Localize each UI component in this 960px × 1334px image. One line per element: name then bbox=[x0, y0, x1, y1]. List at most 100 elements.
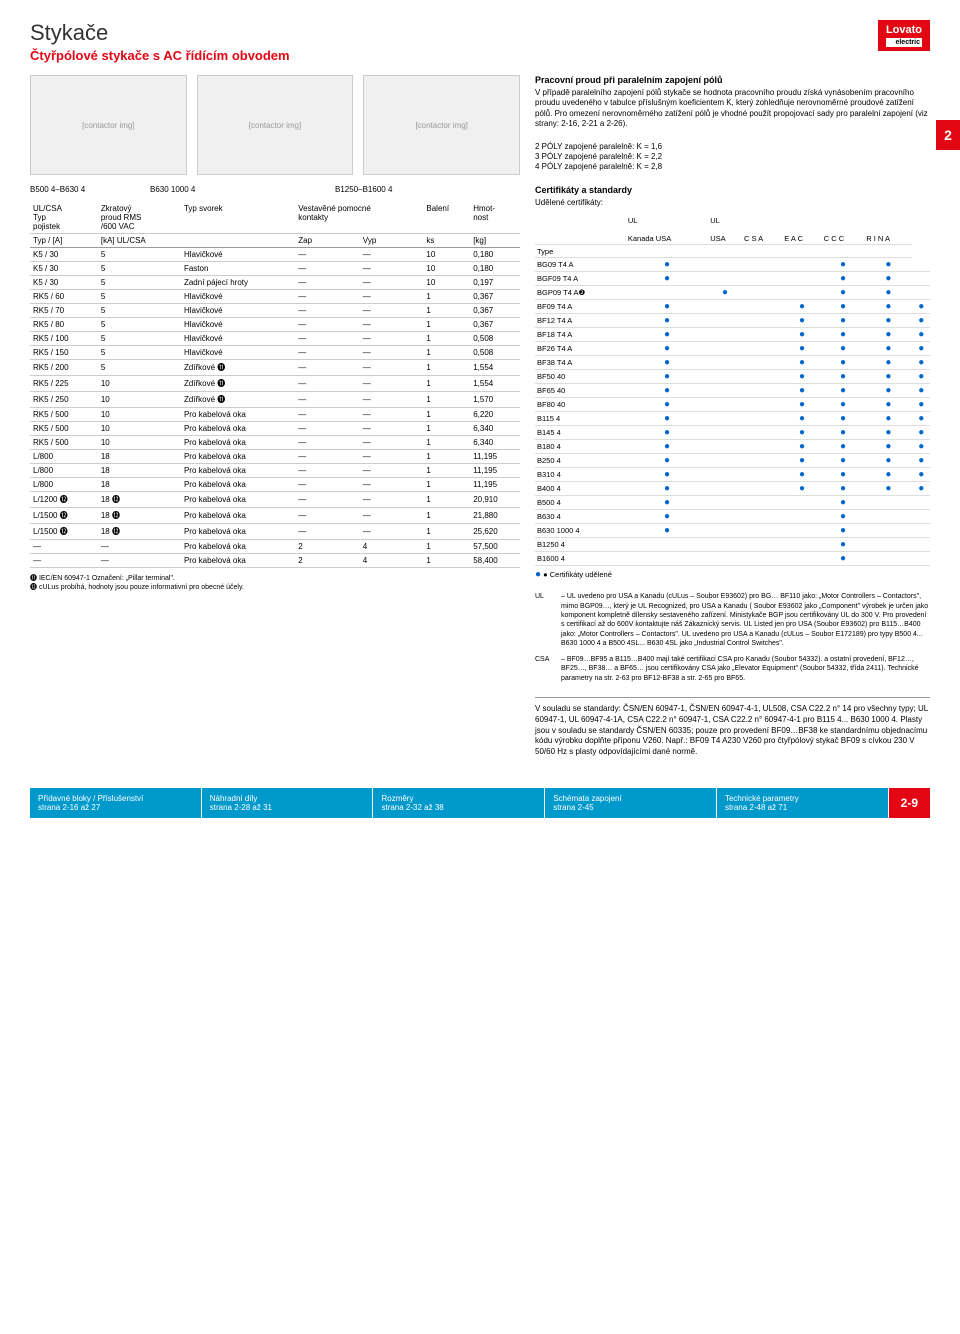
nav-item-tech[interactable]: Technické parametrystrana 2-48 až 71 bbox=[717, 788, 889, 818]
cert-dot-cell bbox=[708, 454, 742, 468]
table-cell: 0,508 bbox=[470, 346, 520, 360]
nav-item-dimensions[interactable]: Rozměrystrana 2-32 až 38 bbox=[373, 788, 545, 818]
cert-dot-cell bbox=[912, 524, 930, 538]
cert-dot-cell bbox=[708, 482, 742, 496]
table-cell: — bbox=[360, 408, 424, 422]
table-cell: — bbox=[295, 524, 360, 540]
cert-dot-cell bbox=[708, 314, 742, 328]
table-cell: 1 bbox=[423, 360, 470, 376]
cert-row: B115 4●●●●● bbox=[535, 412, 930, 426]
table-cell: RK5 / 500 bbox=[30, 422, 98, 436]
table-cell: 1,554 bbox=[470, 360, 520, 376]
cert-dot-cell: ● bbox=[822, 426, 864, 440]
cert-dot-cell bbox=[864, 552, 912, 566]
table-cell: — bbox=[360, 524, 424, 540]
table-cell: 6,340 bbox=[470, 436, 520, 450]
cert-dot-cell: ● bbox=[864, 328, 912, 342]
table-row: K5 / 305Zadní pájecí hroty——100,197 bbox=[30, 276, 520, 290]
poles-line-2: 3 PÓLY zapojené paralelně: K = 2,2 bbox=[535, 152, 930, 162]
poles-line-1: 2 PÓLY zapojené paralelně: K = 1,6 bbox=[535, 142, 930, 152]
cert-dot-cell bbox=[708, 510, 742, 524]
table-cell: L/1200 ⓬ bbox=[30, 492, 98, 508]
cert-dot-cell: ● bbox=[782, 342, 822, 356]
cert-col-ul1: ULKanada USA bbox=[626, 214, 708, 245]
page-subtitle: Čtyřpólové stykače s AC řídícím obvodem bbox=[30, 48, 290, 63]
ul-note-text: – UL uvedeno pro USA a Kanadu (cULus – S… bbox=[561, 592, 930, 649]
cert-row: B180 4●●●●● bbox=[535, 440, 930, 454]
cert-dot-cell: ● bbox=[864, 342, 912, 356]
cert-dot-cell bbox=[742, 440, 782, 454]
standards-box: V souladu se standardy: ČSN/EN 60947-1, … bbox=[535, 697, 930, 758]
nav-item-accessories[interactable]: Přídavné bloky / Příslušenstvístrana 2-1… bbox=[30, 788, 202, 818]
table-cell: Pro kabelová oka bbox=[181, 508, 295, 524]
cert-dot-cell: ● bbox=[822, 440, 864, 454]
cert-dot-cell: ● bbox=[626, 412, 708, 426]
table-cell: 5 bbox=[98, 290, 181, 304]
table-cell: 5 bbox=[98, 276, 181, 290]
cert-dot-cell: ● bbox=[782, 398, 822, 412]
table-row: K5 / 305Hlavičkové——100,180 bbox=[30, 248, 520, 262]
cert-dot-cell: ● bbox=[912, 454, 930, 468]
cert-table: ULKanada USA ULUSA C S A E A C C C C R I… bbox=[535, 214, 930, 566]
cert-dot-cell bbox=[708, 468, 742, 482]
table-cell: 10 bbox=[98, 436, 181, 450]
table-row: L/80018Pro kabelová oka——111,195 bbox=[30, 450, 520, 464]
table-cell: — bbox=[295, 304, 360, 318]
cert-notes: UL – UL uvedeno pro USA a Kanadu (cULus … bbox=[535, 592, 930, 683]
nav-item-wiring[interactable]: Schémata zapojenístrana 2-45 bbox=[545, 788, 717, 818]
cert-dot-cell bbox=[742, 412, 782, 426]
table-cell: — bbox=[295, 346, 360, 360]
table-cell: 4 bbox=[360, 554, 424, 568]
cert-dot-cell bbox=[742, 272, 782, 286]
table-cell: — bbox=[360, 478, 424, 492]
table-cell: Hlavičkové bbox=[181, 318, 295, 332]
cert-row: B630 4●● bbox=[535, 510, 930, 524]
table-cell: Hlavičkové bbox=[181, 248, 295, 262]
cert-dot-cell bbox=[782, 552, 822, 566]
cert-dot-cell: ● bbox=[864, 286, 912, 300]
cert-dot-cell: ● bbox=[912, 482, 930, 496]
table-cell: L/800 bbox=[30, 450, 98, 464]
cert-type-cell: BF09 T4 A bbox=[535, 300, 626, 314]
cert-dot-cell: ● bbox=[626, 384, 708, 398]
table-cell: L/1500 ⓬ bbox=[30, 524, 98, 540]
nav-item-spare[interactable]: Náhradní dílystrana 2-28 až 31 bbox=[202, 788, 374, 818]
cert-dot-cell: ● bbox=[822, 258, 864, 272]
cert-dot-cell: ● bbox=[864, 314, 912, 328]
cert-dot-cell: ● bbox=[822, 370, 864, 384]
table-cell: Pro kabelová oka bbox=[181, 492, 295, 508]
table-cell: — bbox=[295, 262, 360, 276]
cert-row: B400 4●●●●● bbox=[535, 482, 930, 496]
cert-dot-cell bbox=[742, 426, 782, 440]
cert-type-cell: BGF09 T4 A bbox=[535, 272, 626, 286]
cert-row: BG09 T4 A●●● bbox=[535, 258, 930, 272]
cert-dot-cell: ● bbox=[912, 426, 930, 440]
cert-dot-cell bbox=[708, 398, 742, 412]
table-row: RK5 / 50010Pro kabelová oka——16,220 bbox=[30, 408, 520, 422]
table-cell: — bbox=[295, 492, 360, 508]
table-cell: — bbox=[360, 276, 424, 290]
table-cell: — bbox=[295, 464, 360, 478]
cert-dot-cell: ● bbox=[626, 328, 708, 342]
brand-logo: Lovato electric bbox=[878, 20, 930, 51]
table-row: RK5 / 25010Zdířkové ⓫——11,570 bbox=[30, 392, 520, 408]
table-cell: Pro kabelová oka bbox=[181, 524, 295, 540]
cert-dot-cell: ● bbox=[822, 398, 864, 412]
table-cell: 10 bbox=[98, 376, 181, 392]
table-cell: Hlavičkové bbox=[181, 332, 295, 346]
table-cell: — bbox=[295, 408, 360, 422]
table-row: RK5 / 705Hlavičkové——10,367 bbox=[30, 304, 520, 318]
cert-row: B1250 4● bbox=[535, 538, 930, 552]
cert-col-csa: C S A bbox=[742, 214, 782, 245]
table-cell: — bbox=[295, 422, 360, 436]
table-cell: 5 bbox=[98, 360, 181, 376]
table-cell: RK5 / 500 bbox=[30, 408, 98, 422]
table-cell: 25,620 bbox=[470, 524, 520, 540]
cert-dot-cell: ● bbox=[912, 300, 930, 314]
cert-dot-cell bbox=[782, 258, 822, 272]
cert-col-ccc: C C C bbox=[822, 214, 864, 245]
cert-dot-cell: ● bbox=[782, 426, 822, 440]
table-cell: RK5 / 225 bbox=[30, 376, 98, 392]
cert-dot-cell: ● bbox=[626, 440, 708, 454]
cert-dot-cell bbox=[864, 524, 912, 538]
